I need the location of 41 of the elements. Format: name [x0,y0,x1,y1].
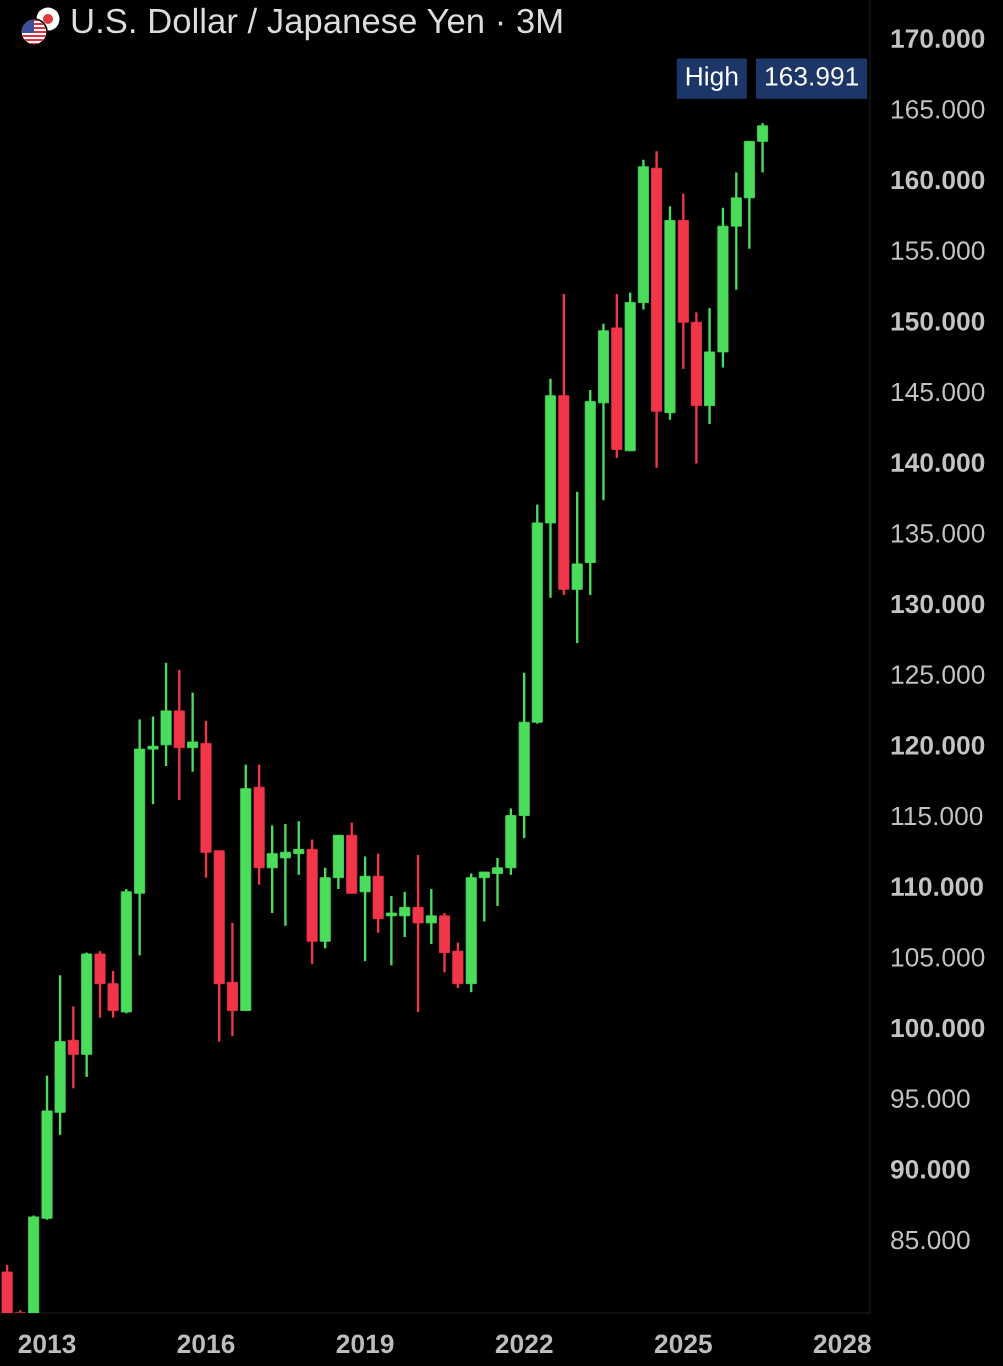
candlestick [266,824,278,915]
y-tick-label: 170.000 [891,29,985,48]
x-tick-label: 2016 [177,1334,235,1354]
candlestick [385,894,397,967]
candlestick [399,890,411,939]
y-tick-label: 165.000 [892,99,985,119]
y-tick-label: 110.000 [891,877,983,896]
candlestick [478,870,490,923]
candlestick [67,1005,79,1090]
y-tick-label: 130.000 [891,594,985,614]
y-tick-label: 85.000 [891,1230,970,1250]
y-tick-label: 115.000 [892,806,983,826]
candlestick [491,856,504,908]
y-tick-label: 95.000 [891,1089,970,1108]
x-tick-label: 2013 [18,1334,76,1354]
candlestick [293,819,305,877]
candlestick [425,887,437,946]
y-tick-label: 105.000 [892,947,985,967]
x-tick-label: 2025 [654,1334,712,1354]
annotation: 163.991 [765,67,859,86]
candlestick [187,691,199,773]
y-tick-label: 100.000 [891,1018,985,1038]
candlestick [412,853,424,1014]
y-tick-label: 160.000 [891,170,985,190]
x-tick-label: 2019 [336,1334,394,1354]
y-tick-label: 90.000 [890,1159,970,1179]
y-tick-label: 155.000 [892,241,985,260]
y-tick-label: 150.000 [891,311,985,331]
y-tick-label: 140.000 [891,453,985,472]
x-tick-label: 2022 [495,1334,553,1354]
y-tick-label: 125.000 [892,665,985,684]
candlestick [279,822,291,927]
chart-title: U.S. Dollar / Japanese Yen · 3M [72,7,562,41]
candlestick [359,855,371,963]
candlestick [147,715,159,806]
y-tick-label: 145.000 [892,382,985,402]
y-tick-label: 135.000 [892,523,985,543]
annotation: High [686,66,738,91]
y-tick-label: 120.000 [891,735,985,755]
candlestick [757,121,769,174]
x-tick-label: 2028 [813,1334,871,1354]
